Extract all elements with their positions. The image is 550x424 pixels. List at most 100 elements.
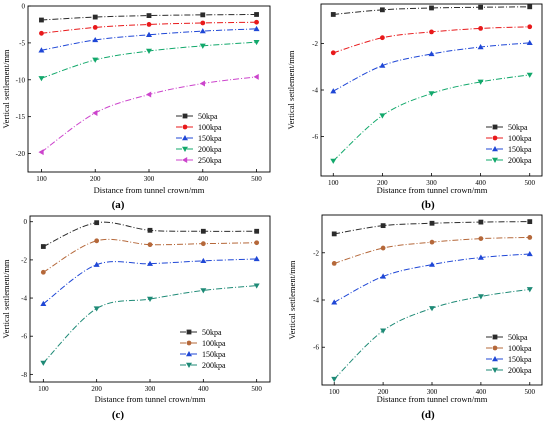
panel-d-series-0-point	[380, 223, 386, 229]
panel-b-legend-label-3: 200kpa	[508, 156, 532, 165]
panel-d-legend-marker-0	[492, 334, 498, 340]
panel-c-legend-marker-1	[186, 340, 192, 346]
panel-b-series-2-point	[526, 39, 533, 46]
panel-c-series-1-point	[200, 241, 206, 247]
panel-b-series-2-point	[330, 88, 337, 94]
panel-b-xtick-label: 500	[524, 179, 535, 187]
panel-a-xtick-label: 200	[90, 175, 101, 183]
panel-c-xtick-label: 400	[198, 385, 209, 393]
panel-d-legend-label-2: 150kpa	[508, 355, 532, 364]
panel-a-legend-marker-1	[182, 124, 188, 130]
panel-a-ytick-label: 0	[22, 3, 26, 11]
panel-a-series-0-point	[254, 12, 259, 17]
panel-d-series-0-point	[331, 231, 337, 237]
panel-d-legend-label-1: 100kpa	[508, 344, 532, 353]
panel-c-legend-label-3: 200kpa	[202, 361, 226, 370]
panel-a-series-0-point	[200, 12, 206, 18]
panel-b-legend-label-1: 100kpa	[508, 134, 532, 143]
panel-d-ytick-label: -6	[313, 344, 319, 352]
panel-b-ytick-label: -2	[312, 40, 318, 48]
panel-b-series-2-line	[333, 42, 530, 92]
panel-c-series-0-point	[147, 227, 153, 233]
panel-a-series-1-point	[92, 24, 98, 30]
panel-a-xtick-label: 500	[251, 175, 262, 183]
panel-d-series-0-point	[429, 220, 435, 226]
panel-a-xtick-label: 100	[36, 175, 47, 183]
panel-d-series-2-point	[526, 250, 533, 257]
panel-c-series-2-point	[40, 300, 47, 306]
panel-b-series-2-point	[477, 44, 484, 50]
panel-c-series-1-point	[254, 240, 260, 246]
panel-b-legend-marker-0	[492, 124, 498, 130]
panel-d-legend-label-3: 200kpa	[508, 366, 532, 375]
panel-a-series-0-point	[92, 14, 98, 20]
panel-a-series-3-point	[253, 39, 260, 46]
panel-d-series-0-line	[334, 221, 530, 235]
panel-d-plot: 100 200 300 400 500 -2 -4 -6 50kpa 100kpa 150kpa 20…	[313, 219, 536, 396]
panel-d-xtick-label: 300	[427, 388, 438, 396]
panel-c-ytick-label: -4	[21, 295, 27, 303]
panel-a-series-0-point	[146, 13, 152, 18]
panel-c-series-2-point	[147, 260, 153, 266]
panel-d-xlabel: Distance from tunnel crown/mm	[377, 394, 488, 404]
panel-d-series-1-point	[429, 239, 435, 245]
panel-a-xtick-label: 300	[144, 175, 155, 183]
panel-b-legend-marker-3	[492, 157, 498, 163]
panel-b-series-1-point	[330, 50, 336, 56]
panel-b-series-0-point	[429, 5, 434, 11]
panel-a-series-2-line	[41, 28, 257, 51]
panel-a-series-3-point	[199, 43, 206, 49]
panel-a-legend-label-0: 50kpa	[198, 112, 218, 121]
panel-a-series-3-line	[41, 41, 257, 79]
panel-b-xtick-label: 400	[475, 179, 486, 187]
panel-a-ytick-label: -15	[16, 113, 26, 121]
panel-b-series-2-point	[428, 50, 435, 57]
panel-c-series-2-line	[43, 258, 257, 305]
panel-b-series-0-point	[379, 7, 385, 13]
panel-d-ytick-label: -2	[313, 249, 319, 257]
panel-c-series-2-point	[200, 257, 207, 264]
panel-d-legend-label-0: 50kpa	[508, 333, 528, 342]
panel-d-series-1-point	[527, 235, 533, 240]
panel-a-series-1-point	[146, 22, 152, 27]
panel-a-legend-label-4: 250kpa	[198, 156, 222, 165]
panel-d-legend-marker-1	[492, 345, 498, 351]
panel-d-series-3-point	[526, 287, 533, 293]
panel-a-series-2-point	[146, 31, 152, 37]
panel-b-ylabel: Vertical settlement/mm	[286, 50, 296, 129]
panel-c-series-0-point	[254, 228, 260, 234]
panel-b-xtick-label: 300	[426, 179, 437, 187]
panel-b-series-3-point	[428, 91, 435, 97]
panel-b-series-0-point	[330, 12, 336, 17]
panel-c-legend-marker-3	[186, 362, 192, 368]
panel-a-legend-marker-2	[182, 135, 188, 141]
panel-c-series-2-point	[253, 255, 260, 262]
panel-b-series-3-line	[332, 74, 530, 162]
panel-c-series-3-point	[147, 296, 153, 302]
panel-c-xtick-label: 500	[251, 385, 262, 393]
panel-b-series-3-point	[379, 113, 386, 119]
panel-a-series-4-point	[38, 149, 44, 156]
panel-c-series-0-point	[40, 244, 46, 249]
panel-a-series-1-point	[200, 20, 206, 26]
panel-a-series-4-line	[41, 76, 257, 153]
panel-a-ytick-label: -10	[16, 76, 26, 84]
panel-a-series-1-point	[254, 19, 259, 25]
panel-d-series-0-point	[478, 219, 484, 225]
panel-c-series-1-point	[94, 238, 100, 244]
panel-a-ylabel: Vertical settlement/mm	[1, 49, 11, 128]
panel-c-ylabel: Vertical settlement/mm	[1, 259, 11, 338]
panel-c-series-3-point	[93, 306, 100, 312]
panel-b-series-1-point	[478, 26, 484, 31]
panel-c-series-1-point	[147, 242, 153, 248]
panel-d-series-2-point	[331, 299, 338, 305]
panel-b-legend-label-0: 50kpa	[508, 123, 528, 132]
panel-a-series-3-point	[92, 57, 99, 63]
panel-b-legend-marker-2	[492, 146, 498, 152]
panel-d-ytick-label: -4	[313, 297, 319, 305]
panel-b-xtick-label: 100	[328, 179, 339, 187]
panel-a-legend-marker-4	[182, 157, 188, 163]
panel-c-xlabel: Distance from tunnel crown/mm	[95, 394, 206, 404]
panel-a-xtick-label: 400	[198, 175, 209, 183]
